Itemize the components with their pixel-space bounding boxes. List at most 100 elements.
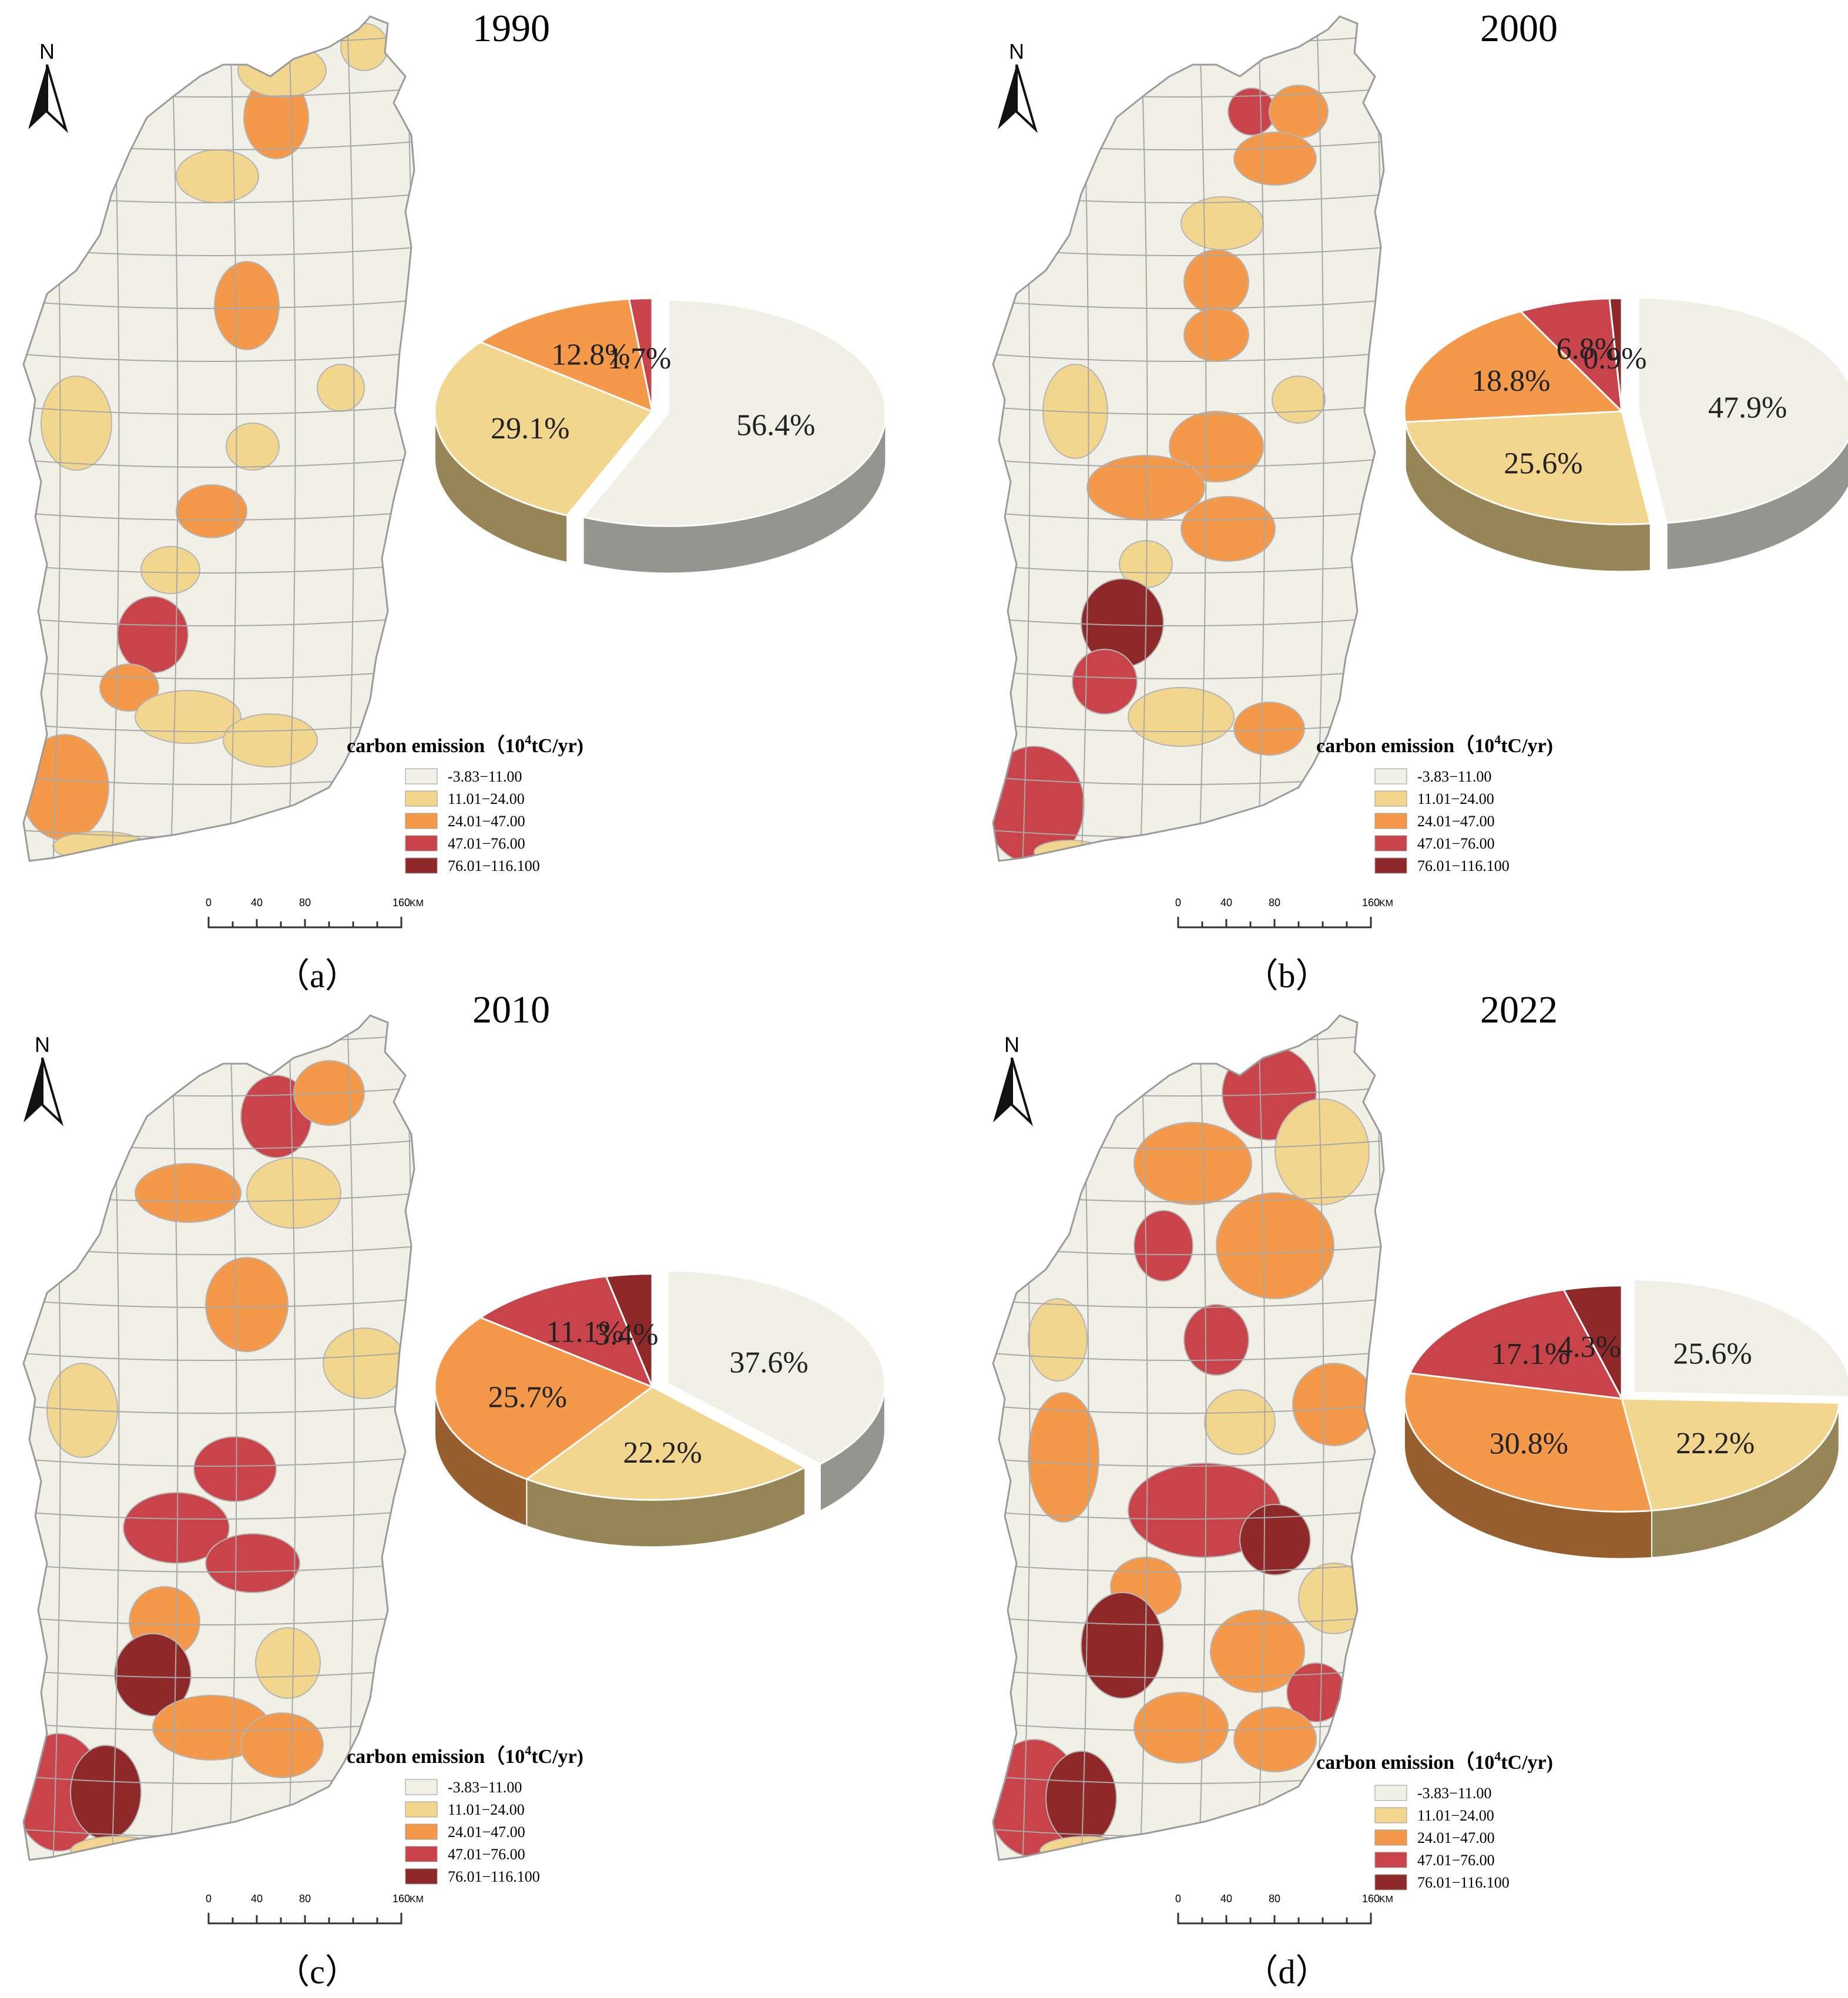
district-class-1 xyxy=(1272,376,1326,424)
legend-label-0: -3.83−11.00 xyxy=(1417,768,1491,785)
scale-tick-0: 0 xyxy=(206,1893,212,1905)
district-class-2 xyxy=(99,663,159,712)
county-border xyxy=(1257,16,1266,861)
pie-slice-3 xyxy=(628,297,653,412)
district-class-4 xyxy=(114,1633,192,1717)
panel-b: 2000 N 47.9% 25.6% 18.8%6.8%0.9% carbon em… xyxy=(992,7,1848,995)
scale-tick-80: 80 xyxy=(1269,1893,1280,1905)
legend-swatch-3 xyxy=(1374,835,1407,852)
county-border xyxy=(1316,1015,1324,1860)
pie-label-1: 22.2% xyxy=(1676,1427,1755,1460)
district-class-3 xyxy=(193,1436,277,1502)
county-border xyxy=(1198,16,1207,861)
north-arrow: N xyxy=(993,1032,1033,1127)
pie-label-3: 1.7% xyxy=(608,342,671,376)
pie-label-4: 3.4% xyxy=(595,1318,658,1352)
legend-swatch-2 xyxy=(405,1823,438,1840)
pie-label-3: 6.8% xyxy=(1557,332,1620,366)
pie-slice-1 xyxy=(525,1386,807,1501)
district-class-3 xyxy=(117,596,189,673)
district-class-4 xyxy=(1239,1504,1311,1575)
north-arrow-label: N xyxy=(1004,1032,1019,1057)
scale-tick-160: 160 xyxy=(393,1893,410,1905)
legend-swatch-1 xyxy=(1374,790,1407,807)
district-class-2 xyxy=(1183,249,1249,315)
pie-slice-1 xyxy=(1621,1397,1840,1512)
panel-a: 1990 N 56.4% 29.1% 12.8%1.7% carbon emissi… xyxy=(22,7,887,995)
district-class-1 xyxy=(223,713,318,767)
panel-year-title: 2022 xyxy=(1480,988,1558,1031)
panel-c: 2010 N 37.6% 22.2% 25.7% 11.1%3.4% carbon e… xyxy=(22,988,886,1991)
legend-title: carbon emission（104tC/yr) xyxy=(347,732,583,757)
district-class-1 xyxy=(1034,840,1105,861)
scale-tick-160: 160 xyxy=(393,897,410,909)
choropleth-map xyxy=(992,1014,1385,1861)
district-class-1 xyxy=(1298,1563,1370,1634)
pie-slice-1 xyxy=(1404,410,1652,525)
district-class-2 xyxy=(1233,1707,1317,1772)
district-class-2 xyxy=(1086,455,1205,521)
panel-year-title: 2010 xyxy=(472,988,550,1031)
legend-swatch-1 xyxy=(405,790,438,807)
scale-unit: KM xyxy=(410,899,424,909)
pie-slice-0 xyxy=(666,1269,886,1466)
legend-label-0: -3.83−11.00 xyxy=(448,768,522,785)
legend-swatch-0 xyxy=(1374,1785,1407,1801)
county-border xyxy=(229,1015,237,1860)
county-border xyxy=(229,16,237,861)
north-arrow: N xyxy=(24,1032,63,1127)
panel-caption: （c） xyxy=(276,1953,359,1991)
pie-slice-4 xyxy=(1608,297,1623,412)
county-border xyxy=(24,1615,414,1625)
pie-slice-2 xyxy=(1403,310,1624,423)
legend-title: carbon emission（104tC/yr) xyxy=(1316,732,1553,757)
pie-slice-2 xyxy=(434,1316,655,1480)
county-border xyxy=(170,1015,179,1860)
pie-label-2: 30.8% xyxy=(1490,1427,1568,1460)
scale-tick-80: 80 xyxy=(1269,897,1280,909)
north-arrow-label: N xyxy=(1009,39,1024,63)
scale-unit: KM xyxy=(410,1895,424,1905)
legend-title: carbon emission（104tC/yr) xyxy=(1316,1749,1553,1774)
north-arrow: N xyxy=(28,39,68,133)
county-border xyxy=(1139,16,1148,861)
legend-swatch-3 xyxy=(405,835,438,852)
legend-label-3: 47.01−76.00 xyxy=(1417,1852,1495,1869)
scale-tick-80: 80 xyxy=(299,1893,311,1905)
scale-tick-160: 160 xyxy=(1362,1893,1380,1905)
county-border xyxy=(287,16,296,861)
province-outline xyxy=(22,15,415,862)
pie-slice-3 xyxy=(1518,297,1623,414)
district-class-2 xyxy=(1216,1192,1334,1299)
north-arrow-label: N xyxy=(39,39,55,63)
pie-slice-3 xyxy=(478,1275,654,1389)
district-class-3 xyxy=(205,1533,300,1593)
district-class-2 xyxy=(1183,308,1249,362)
panel-caption: （b） xyxy=(1244,957,1329,995)
pie-chart: 56.4% 29.1% 12.8%1.7% xyxy=(434,297,887,574)
district-class-1 xyxy=(1039,1836,1135,1860)
pie-slice-2 xyxy=(478,298,654,413)
county-border xyxy=(24,616,414,626)
pie-slice-0 xyxy=(581,299,887,527)
county-border xyxy=(993,669,1384,679)
county-border xyxy=(1198,1015,1207,1860)
county-border xyxy=(24,1668,414,1678)
map-legend: carbon emission（104tC/yr) -3.83−11.00 11.… xyxy=(347,732,583,874)
scale-tick-0: 0 xyxy=(1175,1893,1181,1905)
district-class-4 xyxy=(1081,1592,1164,1699)
scale-bar: 0 40 80 160 KM xyxy=(206,1893,424,1925)
district-class-1 xyxy=(1180,196,1264,250)
district-class-3 xyxy=(1133,1210,1193,1282)
legend-label-1: 11.01−24.00 xyxy=(448,1801,525,1818)
pie-slice-2 xyxy=(1403,1372,1653,1513)
district-class-1 xyxy=(255,1627,321,1699)
legend-swatch-2 xyxy=(1374,1829,1407,1846)
pie-chart: 37.6% 22.2% 25.7% 11.1%3.4% xyxy=(434,1269,886,1548)
scale-bar: 0 40 80 160 KM xyxy=(1175,897,1393,928)
district-class-3 xyxy=(123,1492,230,1564)
panel-year-title: 1990 xyxy=(472,7,550,50)
county-border xyxy=(24,669,414,679)
pie-slice-4 xyxy=(1562,1285,1623,1399)
